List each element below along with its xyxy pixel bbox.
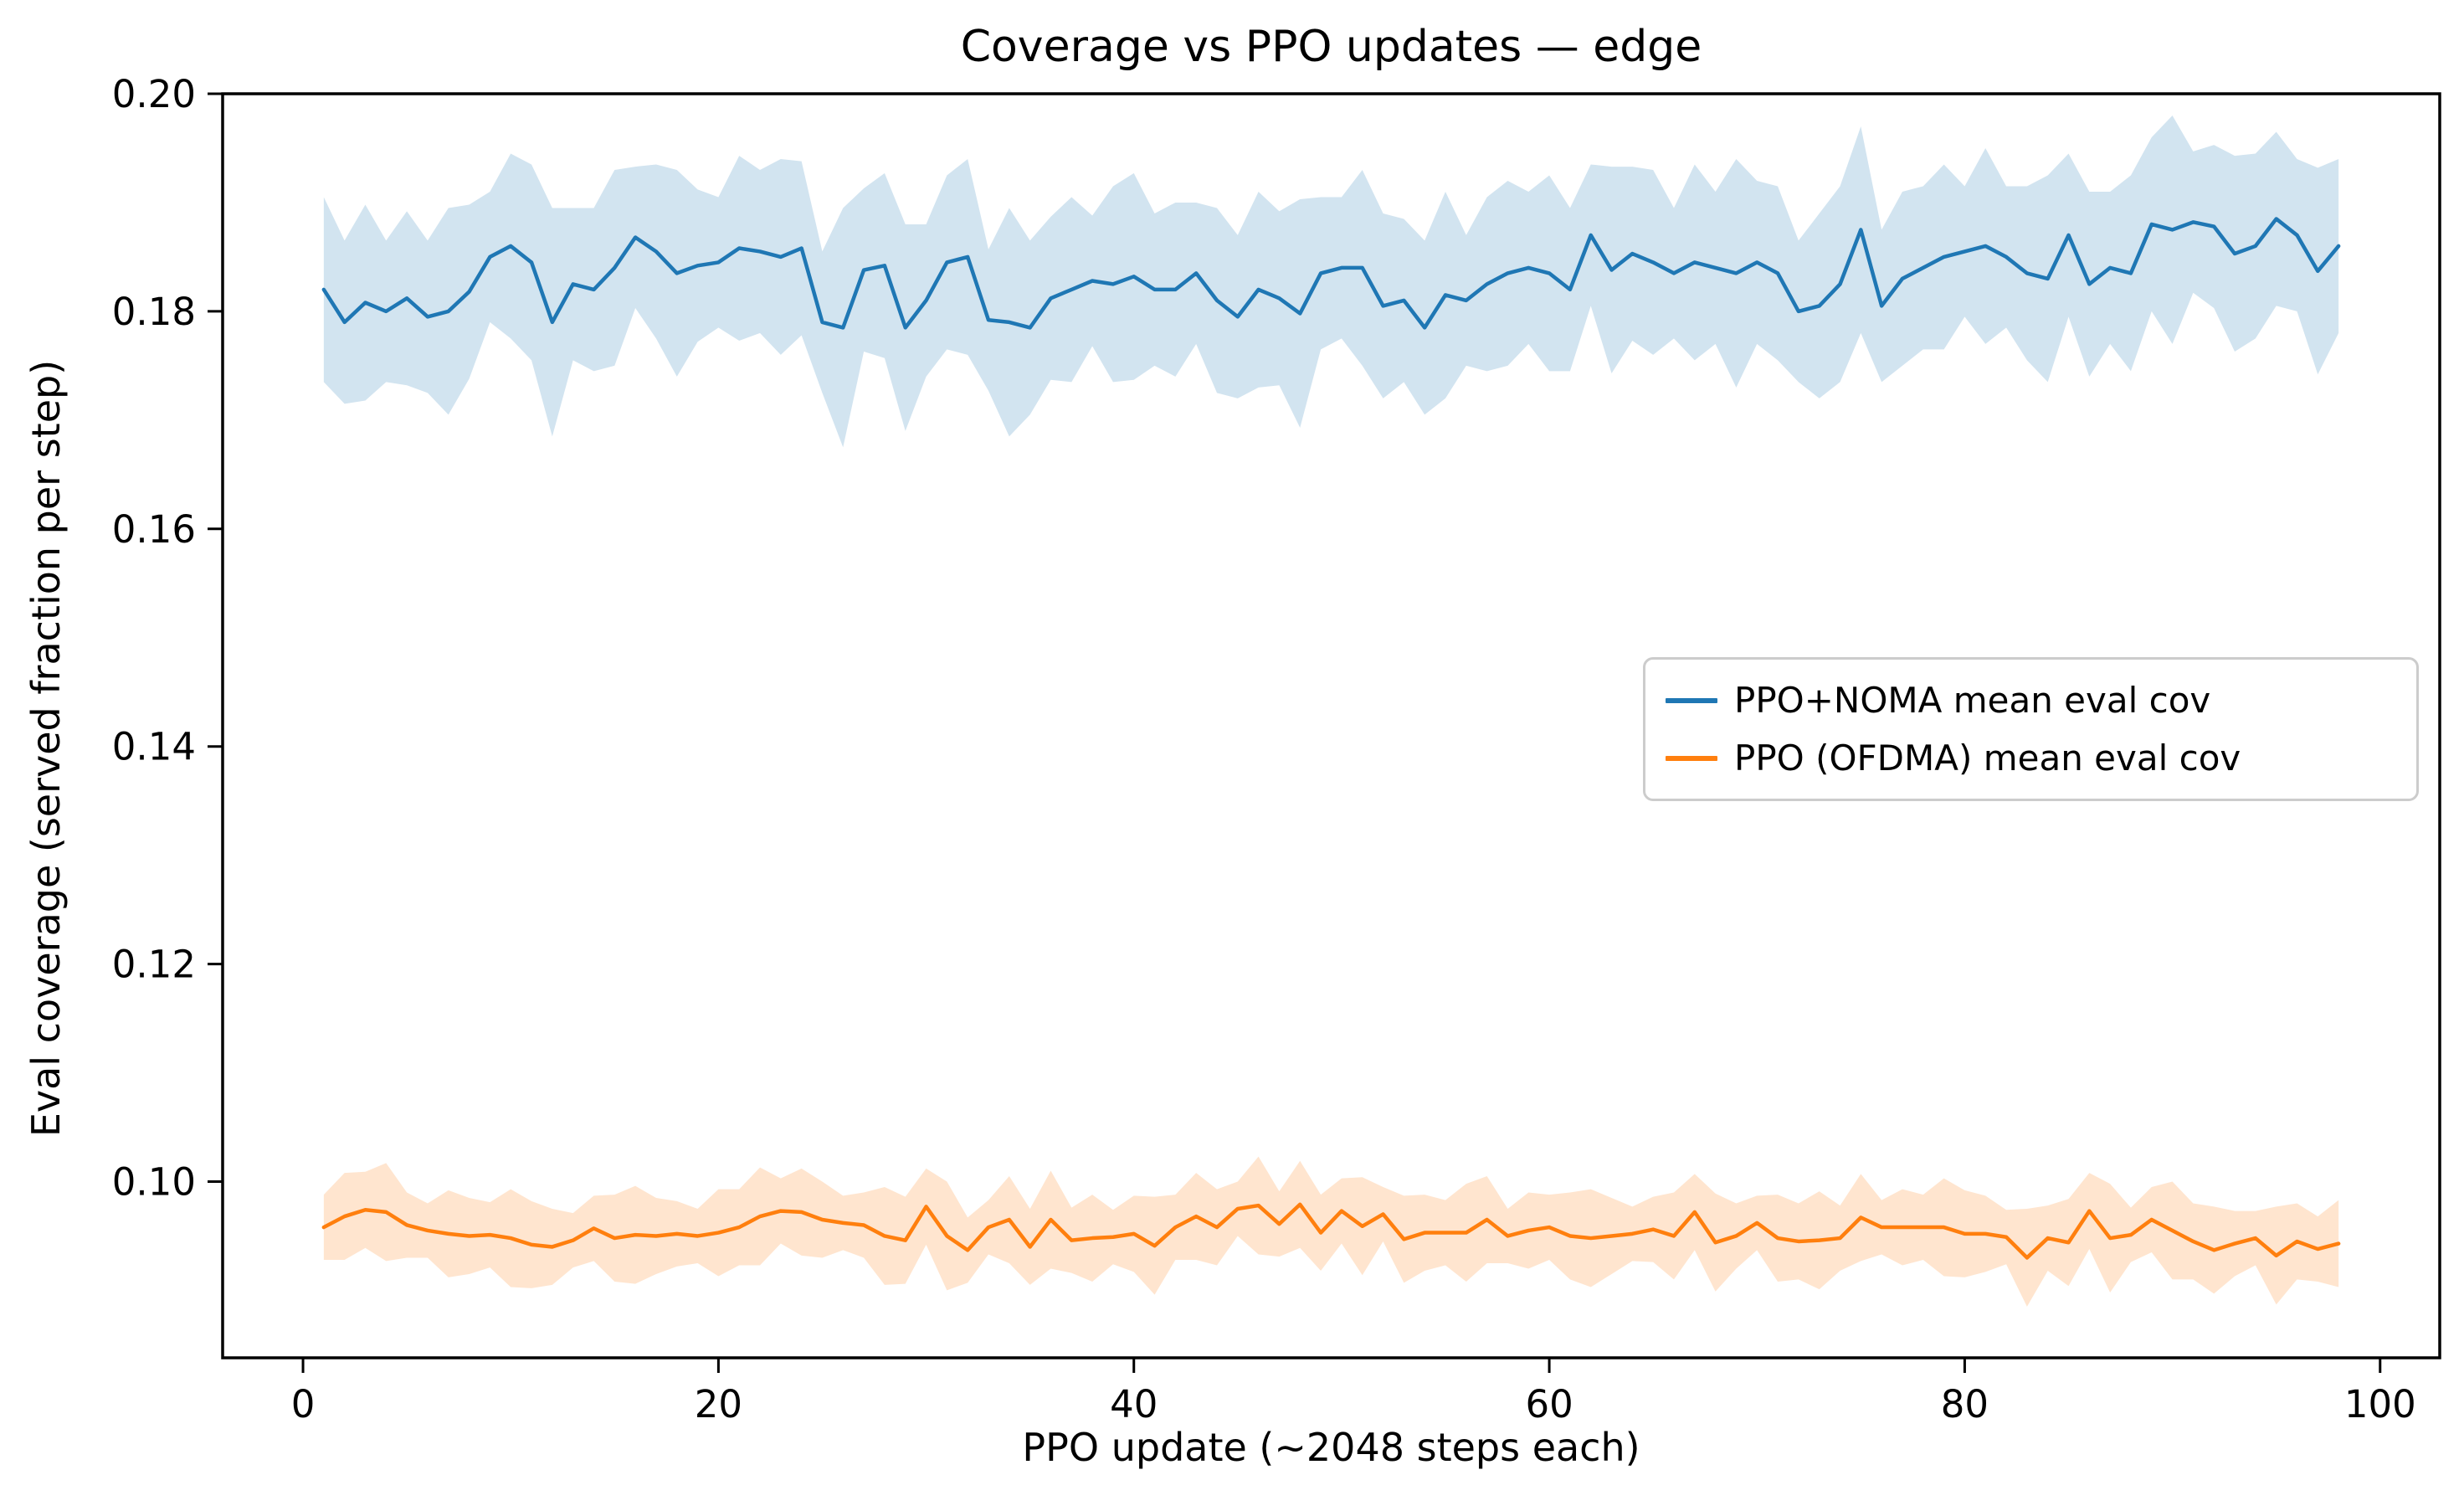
- x-axis-label: PPO update (~2048 steps each): [1022, 1425, 1640, 1470]
- legend-entry-ofdma: PPO (OFDMA) mean eval cov: [1666, 738, 2400, 779]
- series-line-0: [321, 217, 2341, 330]
- x-tick-label: 40: [1110, 1382, 1158, 1426]
- x-tick-label: 80: [1941, 1382, 1989, 1426]
- x-tick-label: 20: [695, 1382, 742, 1426]
- y-tick-label: 0.12: [112, 943, 196, 987]
- legend-line-sample-orange: [1666, 755, 1717, 761]
- y-tick-label: 0.16: [112, 507, 196, 552]
- x-tick-label: 60: [1525, 1382, 1573, 1426]
- legend-box: PPO+NOMA mean eval cov PPO (OFDMA) mean …: [1643, 657, 2419, 801]
- y-tick-label: 0.20: [112, 72, 196, 116]
- y-axis-label: Eval coverage (served fraction per step): [23, 359, 69, 1138]
- series-band-1: [323, 1156, 2339, 1307]
- y-tick-label: 0.14: [112, 725, 196, 769]
- x-tick-label: 100: [2344, 1382, 2416, 1426]
- legend-line-sample-blue: [1666, 697, 1717, 703]
- y-tick-label: 0.18: [112, 290, 196, 334]
- legend-entry-noma: PPO+NOMA mean eval cov: [1666, 680, 2400, 721]
- legend-label: PPO+NOMA mean eval cov: [1734, 680, 2211, 721]
- series-line-1: [321, 1202, 2341, 1260]
- series-band-0: [323, 115, 2339, 448]
- axes-frame: [221, 92, 2441, 1359]
- y-tick-label: 0.10: [112, 1159, 196, 1204]
- chart-title: Coverage vs PPO updates — edge: [960, 22, 1702, 72]
- legend-label: PPO (OFDMA) mean eval cov: [1734, 738, 2241, 779]
- x-tick-label: 0: [291, 1382, 316, 1426]
